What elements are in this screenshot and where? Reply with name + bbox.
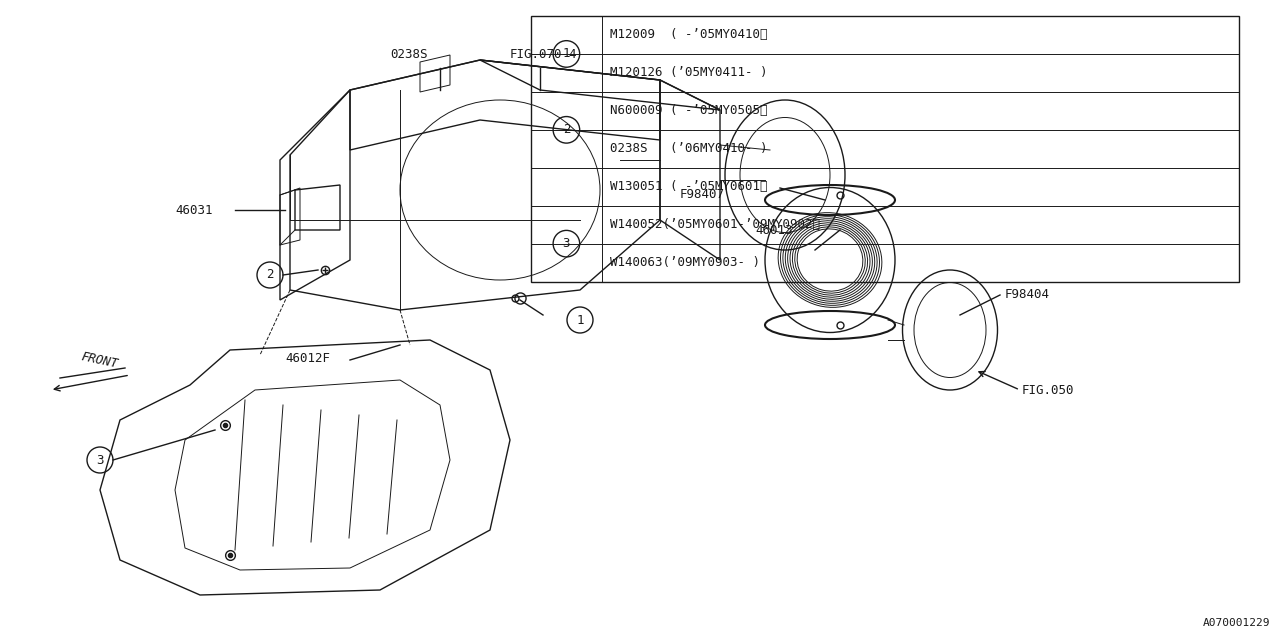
Text: 2: 2 [563, 124, 570, 136]
Text: 46013: 46013 [755, 223, 792, 237]
Text: 46012F: 46012F [285, 351, 330, 365]
Bar [531, 16, 1239, 282]
Text: FIG.070-4: FIG.070-4 [509, 49, 577, 61]
Text: 1: 1 [563, 47, 570, 60]
Text: A070001229: A070001229 [1202, 618, 1270, 628]
Text: FIG.050: FIG.050 [1021, 383, 1074, 397]
Text: 46031: 46031 [175, 204, 212, 216]
Text: 2: 2 [266, 269, 274, 282]
Text: F98407: F98407 [680, 189, 724, 202]
Text: FRONT: FRONT [81, 349, 120, 371]
Text: W140052(’05MY0601-’09MY0902〉: W140052(’05MY0601-’09MY0902〉 [609, 218, 819, 231]
Text: 3: 3 [96, 454, 104, 467]
Text: F98404: F98404 [1005, 289, 1050, 301]
Text: M12009  ( -’05MY0410〉: M12009 ( -’05MY0410〉 [609, 28, 767, 42]
Text: 3: 3 [563, 237, 570, 250]
Text: N600009 ( -’05MY0505〉: N600009 ( -’05MY0505〉 [609, 104, 767, 117]
Text: 0238S   (’06MY0410- ): 0238S (’06MY0410- ) [609, 142, 767, 156]
Text: M120126 (’05MY0411- ): M120126 (’05MY0411- ) [609, 67, 767, 79]
Text: W130051 ( -’05MY0601〉: W130051 ( -’05MY0601〉 [609, 180, 767, 193]
Text: 1: 1 [576, 314, 584, 326]
Text: 0238S: 0238S [390, 49, 428, 61]
Text: W140063(’09MY0903- ): W140063(’09MY0903- ) [609, 256, 759, 269]
